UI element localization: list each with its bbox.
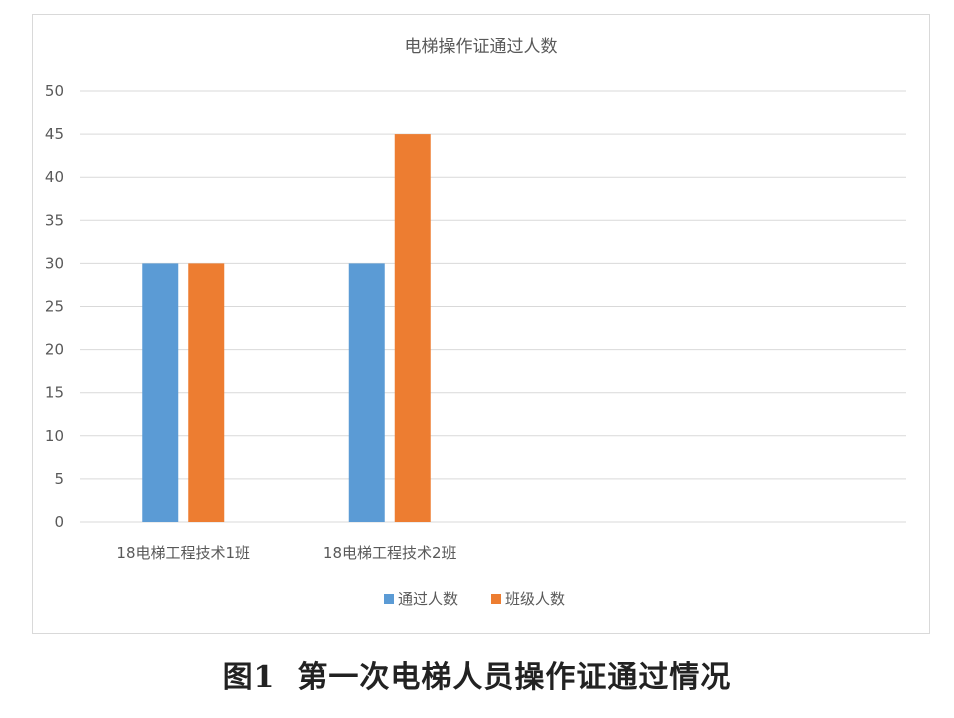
category-label: 18电梯工程技术2班 xyxy=(323,544,457,562)
bar xyxy=(394,134,431,522)
legend-swatch xyxy=(384,594,394,604)
figure-caption: 图1 第一次电梯人员操作证通过情况 xyxy=(0,652,954,696)
chart-title: 电梯操作证通过人数 xyxy=(405,37,558,57)
bar xyxy=(348,263,385,522)
bar xyxy=(188,263,225,522)
y-tick-label: 40 xyxy=(45,168,64,186)
x-axis-categories: 18电梯工程技术1班 18电梯工程技术2班 xyxy=(116,544,456,562)
y-tick-label: 35 xyxy=(45,211,64,229)
bar xyxy=(142,263,179,522)
y-tick-label: 5 xyxy=(54,470,64,488)
legend-label: 班级人数 xyxy=(505,590,565,608)
bars xyxy=(142,134,431,522)
bar-chart: 电梯操作证通过人数 0 5 10 15 20 25 30 35 40 45 50 18电梯工程技术1… xyxy=(45,37,906,608)
y-tick-label: 45 xyxy=(45,125,64,143)
y-axis-ticks: 0 5 10 15 20 25 30 35 40 45 50 xyxy=(45,82,64,531)
legend: 通过人数 班级人数 xyxy=(384,590,565,608)
category-label: 18电梯工程技术1班 xyxy=(116,544,250,562)
y-tick-label: 20 xyxy=(45,341,64,359)
figure-caption-text: 第一次电梯人员操作证通过情况 xyxy=(297,660,732,695)
y-tick-label: 50 xyxy=(45,82,64,100)
y-tick-label: 0 xyxy=(54,513,64,531)
y-tick-label: 30 xyxy=(45,254,64,272)
y-tick-label: 25 xyxy=(45,298,64,316)
y-tick-label: 15 xyxy=(45,384,64,402)
legend-swatch xyxy=(491,594,501,604)
legend-label: 通过人数 xyxy=(398,590,458,608)
chart-frame xyxy=(32,14,930,634)
figure-label: 图1 xyxy=(222,660,276,695)
y-tick-label: 10 xyxy=(45,427,64,445)
